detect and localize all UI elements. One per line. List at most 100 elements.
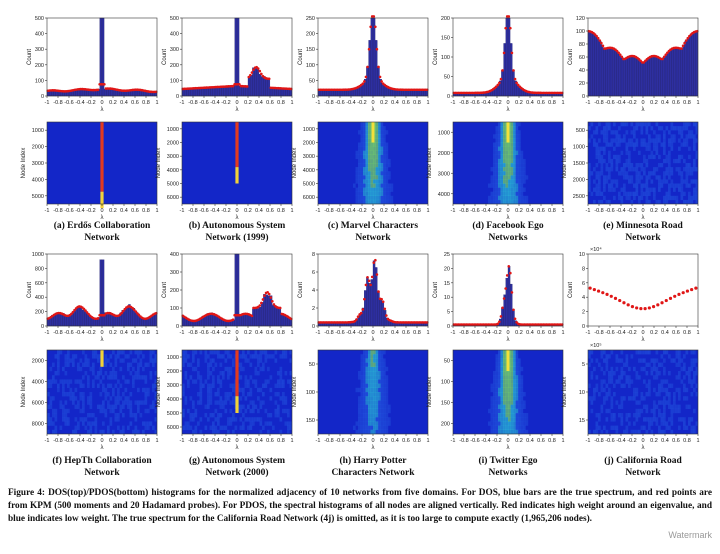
pdos-cell xyxy=(368,429,371,435)
pdos-cell xyxy=(513,163,516,168)
dos-ytick-label: 400 xyxy=(170,32,179,38)
subfigure-caption-c: (c) Marvel Characters Network xyxy=(307,220,439,244)
pdos-cell xyxy=(97,371,100,376)
dos-ytick-label: 100 xyxy=(441,55,450,61)
pdos-cell xyxy=(588,183,591,188)
dos-bar xyxy=(245,313,249,327)
pdos-cell xyxy=(114,396,118,401)
pdos-ytick-label: 2000 xyxy=(167,141,179,147)
pdos-cell xyxy=(630,138,634,143)
dos-ytick-label: 4 xyxy=(582,295,585,301)
pdos-cell xyxy=(368,191,371,196)
pdos-cell xyxy=(380,396,384,401)
pdos-cell xyxy=(114,358,118,363)
dos-bar xyxy=(375,267,378,327)
pdos-cell xyxy=(378,400,381,405)
pdos-cell xyxy=(363,191,366,196)
pdos-cell xyxy=(149,358,153,363)
pdos-cell xyxy=(688,366,691,372)
pdos-xtick-label: 0.4 xyxy=(661,438,669,444)
pdos-cell xyxy=(663,396,666,401)
pdos-cell xyxy=(72,362,75,367)
pdos-ytick-label: 4000 xyxy=(32,177,44,183)
kpm-point xyxy=(639,307,643,311)
pdos-cell xyxy=(648,379,651,384)
dos-xtick-label: 0 xyxy=(506,100,509,106)
pdos-cell xyxy=(358,130,361,135)
pdos-ytick-label: 100 xyxy=(441,380,450,386)
pdos-cell xyxy=(57,358,60,363)
pdos-cell xyxy=(588,179,591,184)
kpm-point xyxy=(355,318,358,321)
pdos-cell xyxy=(378,392,381,397)
pdos-cell xyxy=(385,366,389,372)
kpm-point xyxy=(615,49,619,53)
pdos-cell xyxy=(378,150,381,155)
kpm-point xyxy=(600,41,603,45)
kpm-point xyxy=(626,303,630,307)
pdos-cell xyxy=(49,400,53,405)
pdos-xtick-label: 1 xyxy=(426,438,429,444)
pdos-cell xyxy=(513,134,516,139)
dos-bar xyxy=(594,34,597,97)
pdos-cell xyxy=(92,413,95,418)
pdos-cell xyxy=(74,429,78,435)
pdos-cell xyxy=(655,404,659,409)
pdos-cell xyxy=(623,175,626,180)
pdos-cell xyxy=(510,379,514,384)
pdos-cell xyxy=(645,408,649,414)
pdos-cell xyxy=(693,362,696,367)
pdos-cell xyxy=(192,366,195,372)
dos-xtick-label: -0.2 xyxy=(492,100,501,106)
pdos-cell xyxy=(650,171,654,176)
pdos-cell xyxy=(618,358,621,363)
pdos-cell xyxy=(635,138,639,143)
pdos-cell xyxy=(82,408,85,414)
pdos-cell xyxy=(192,417,195,422)
dos-ytick-label: 150 xyxy=(441,36,450,42)
pdos-cell xyxy=(513,387,516,393)
dos-bar xyxy=(186,89,189,97)
pdos-cell xyxy=(653,358,656,363)
pdos-cell xyxy=(663,408,666,414)
pdos-cell xyxy=(217,400,220,405)
pdos-cell xyxy=(510,362,514,367)
kpm-point xyxy=(238,83,241,86)
pdos-ytick-label: 4000 xyxy=(32,380,44,386)
pdos-cell xyxy=(47,417,50,422)
pdos-cell xyxy=(620,199,624,205)
pdos-cell xyxy=(500,138,504,143)
pdos-cell xyxy=(498,421,501,426)
pdos-cell xyxy=(508,171,511,176)
pdos-cell xyxy=(62,383,65,388)
pdos-cell xyxy=(675,408,679,414)
pdos-cell xyxy=(503,163,506,168)
pdos-cell xyxy=(598,179,601,184)
pdos-cell xyxy=(358,404,361,409)
pdos-cell xyxy=(600,408,604,414)
pdos-cell xyxy=(365,195,369,201)
dos-bar xyxy=(680,48,683,97)
pdos-cell xyxy=(152,404,155,409)
pdos-cell xyxy=(363,179,366,184)
kpm-point xyxy=(685,289,690,293)
pdos-cell xyxy=(109,404,113,409)
pdos-cell xyxy=(640,126,644,131)
pdos-cell xyxy=(493,387,496,393)
pdos-cell xyxy=(380,158,384,164)
pdos-ytick-label: 1000 xyxy=(303,127,315,133)
pdos-cell xyxy=(635,126,639,131)
pdos-cell xyxy=(610,187,614,192)
dos-bar xyxy=(649,56,652,97)
pdos-cell xyxy=(595,183,599,188)
pdos-cell xyxy=(375,171,379,176)
pdos-cell xyxy=(112,350,115,355)
pdos-xtick-label: -0.2 xyxy=(221,208,230,214)
pdos-cell xyxy=(57,383,60,388)
pdos-cell xyxy=(360,429,364,435)
pdos-cell xyxy=(104,392,108,397)
pdos-cell xyxy=(690,179,694,184)
pdos-cell xyxy=(144,379,148,384)
pdos-cell xyxy=(52,375,55,380)
